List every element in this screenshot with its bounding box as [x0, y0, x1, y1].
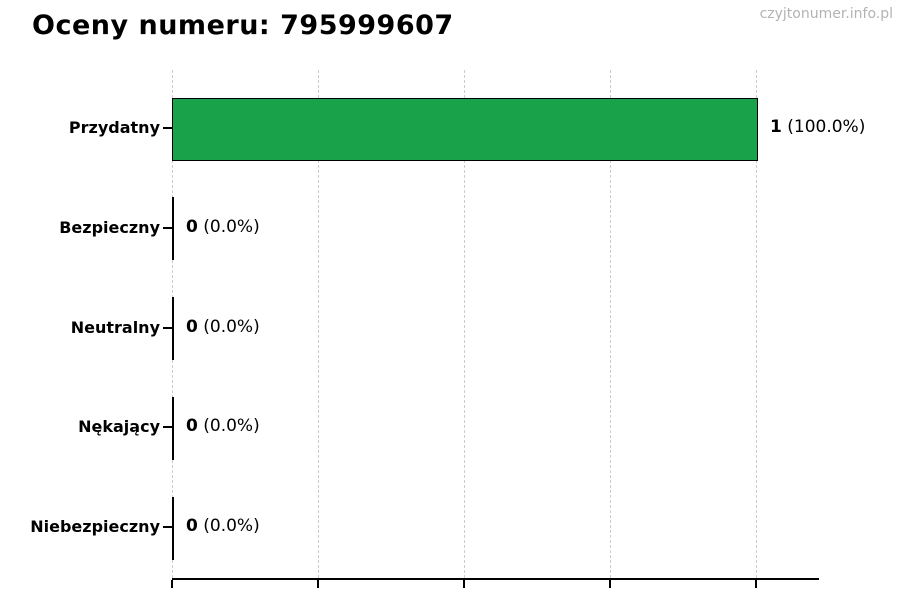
- value-count: 1: [770, 117, 782, 137]
- bar-5: [172, 496, 174, 560]
- value-label-3: 0 (0.0%): [186, 317, 260, 337]
- value-count: 0: [186, 216, 198, 237]
- value-percent: (0.0%): [197, 216, 260, 237]
- value-count: 0: [186, 516, 198, 537]
- bar-4: [172, 396, 174, 460]
- y-axis-tick: [163, 526, 172, 529]
- value-count: 0: [186, 316, 198, 337]
- bar-2: [172, 197, 174, 261]
- chart-title: Oceny numeru: 795999607: [32, 10, 454, 41]
- value-percent: (0.0%): [197, 316, 260, 337]
- bar-3: [172, 297, 174, 361]
- y-axis-tick: [163, 226, 172, 229]
- x-gridline: [318, 70, 319, 578]
- x-gridline: [610, 70, 611, 578]
- x-axis-tick: [317, 580, 319, 588]
- category-label-4: Nękający: [78, 417, 160, 437]
- value-label-5: 0 (0.0%): [186, 516, 260, 536]
- value-label-4: 0 (0.0%): [186, 416, 260, 436]
- watermark-text: czyjtonumer.info.pl: [759, 6, 893, 22]
- category-label-5: Niebezpieczny: [30, 517, 160, 537]
- y-axis-tick: [163, 326, 172, 329]
- y-axis-tick: [163, 426, 172, 429]
- value-label-1: 1 (100.0%): [770, 117, 865, 137]
- x-axis-tick: [755, 580, 757, 588]
- category-label-2: Bezpieczny: [59, 217, 160, 237]
- x-axis-tick: [171, 580, 173, 588]
- category-label-3: Neutralny: [70, 317, 160, 337]
- value-percent: (0.0%): [197, 416, 260, 437]
- value-count: 0: [186, 416, 198, 437]
- value-percent: (100.0%): [781, 117, 866, 137]
- value-percent: (0.0%): [197, 516, 260, 537]
- x-gridline: [756, 70, 757, 578]
- chart-plot-area: Przydatny 1 (100.0%) Bezpieczny 0 (0.0%) Neu…: [30, 70, 865, 588]
- x-axis-tick: [463, 580, 465, 588]
- category-label-1: Przydatny: [68, 118, 160, 137]
- x-axis-tick: [609, 580, 611, 588]
- bar-1: [172, 97, 758, 161]
- x-gridline: [464, 70, 465, 578]
- value-label-2: 0 (0.0%): [186, 217, 260, 237]
- y-axis-tick: [163, 127, 172, 129]
